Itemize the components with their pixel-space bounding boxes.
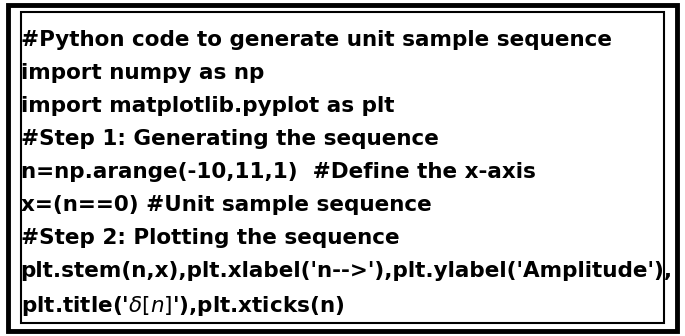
Text: plt.title('$\delta[n]$'),plt.xticks(n): plt.title('$\delta[n]$'),plt.xticks(n) [21, 294, 344, 318]
Text: #Step 1: Generating the sequence: #Step 1: Generating the sequence [21, 129, 438, 149]
Text: x=(n==0) #Unit sample sequence: x=(n==0) #Unit sample sequence [21, 195, 432, 215]
Text: #Step 2: Plotting the sequence: #Step 2: Plotting the sequence [21, 228, 399, 248]
Text: #Python code to generate unit sample sequence: #Python code to generate unit sample seq… [21, 30, 612, 50]
Text: import numpy as np: import numpy as np [21, 63, 264, 83]
Text: n=np.arange(-10,11,1)  #Define the x-axis: n=np.arange(-10,11,1) #Define the x-axis [21, 162, 536, 182]
Text: import matplotlib.pyplot as plt: import matplotlib.pyplot as plt [21, 96, 394, 116]
Text: plt.stem(n,x),plt.xlabel('n-->'),plt.ylabel('Amplitude'),: plt.stem(n,x),plt.xlabel('n-->'),plt.yla… [21, 261, 673, 281]
